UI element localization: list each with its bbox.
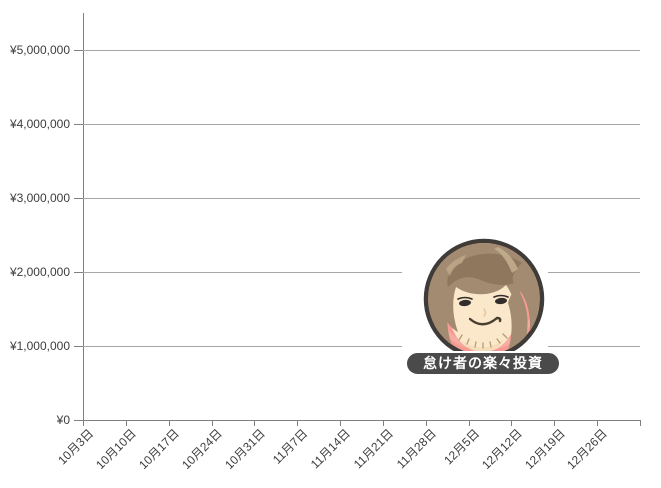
y-axis-tick: [74, 50, 83, 51]
x-tick-label: 12月26日: [564, 426, 611, 473]
y-tick-label: ¥5,000,000: [9, 43, 70, 57]
y-tick-label: ¥3,000,000: [9, 191, 70, 205]
x-tick-label: 10月10日: [93, 426, 140, 473]
x-axis-line: [83, 420, 641, 421]
y-axis-tick: [74, 346, 83, 347]
x-axis-tick: [511, 420, 513, 426]
x-axis-tick: [125, 420, 127, 426]
x-tick-label: 10月24日: [178, 426, 225, 473]
x-axis-tick: [340, 420, 342, 426]
avatar-name-badge: 怠け者の楽々投資: [405, 351, 561, 376]
avatar-eyes: [457, 294, 509, 307]
x-axis-tick: [211, 420, 213, 426]
x-tick-label: 11月14日: [308, 426, 354, 472]
x-axis-tick: [554, 420, 556, 426]
y-gridline: [83, 198, 640, 199]
x-axis-tick: [83, 420, 84, 426]
x-axis-tick: [597, 420, 599, 426]
x-tick-label: 11月7日: [270, 426, 311, 467]
x-tick-label: 12月5日: [440, 426, 482, 468]
avatar-face-icon: [423, 238, 545, 360]
x-axis-tick: [382, 420, 384, 426]
x-tick-label: 11月28日: [393, 426, 439, 472]
y-gridline: [83, 50, 640, 51]
y-tick-label: ¥1,000,000: [9, 339, 70, 353]
x-axis-tick: [297, 420, 299, 426]
y-axis-tick: [74, 198, 83, 199]
x-axis-tick: [168, 420, 170, 426]
y-gridline: [83, 346, 640, 347]
y-axis-tick: [74, 124, 83, 125]
y-gridline: [83, 272, 640, 273]
x-tick-label: 10月3日: [55, 426, 97, 468]
x-axis-tick: [254, 420, 256, 426]
x-tick-label: 12月19日: [521, 426, 568, 473]
x-tick-label: 11月21日: [351, 426, 397, 472]
y-axis-tick: [74, 272, 83, 273]
x-axis-tick: [468, 420, 470, 426]
x-tick-label: 12月12日: [478, 426, 525, 473]
x-axis-tick: [425, 420, 427, 426]
avatar-smile: [468, 316, 502, 326]
y-axis-line: [83, 13, 84, 420]
y-axis-tick: [74, 420, 83, 421]
y-tick-label: ¥4,000,000: [9, 117, 70, 131]
y-tick-label: ¥0: [56, 413, 70, 427]
x-axis-tick: [640, 420, 641, 426]
x-tick-label: 10月17日: [136, 426, 182, 473]
avatar-stubble: [458, 333, 508, 349]
y-tick-label: ¥2,000,000: [9, 265, 70, 279]
x-tick-label: 10月31日: [221, 426, 268, 473]
y-gridline: [83, 124, 640, 125]
